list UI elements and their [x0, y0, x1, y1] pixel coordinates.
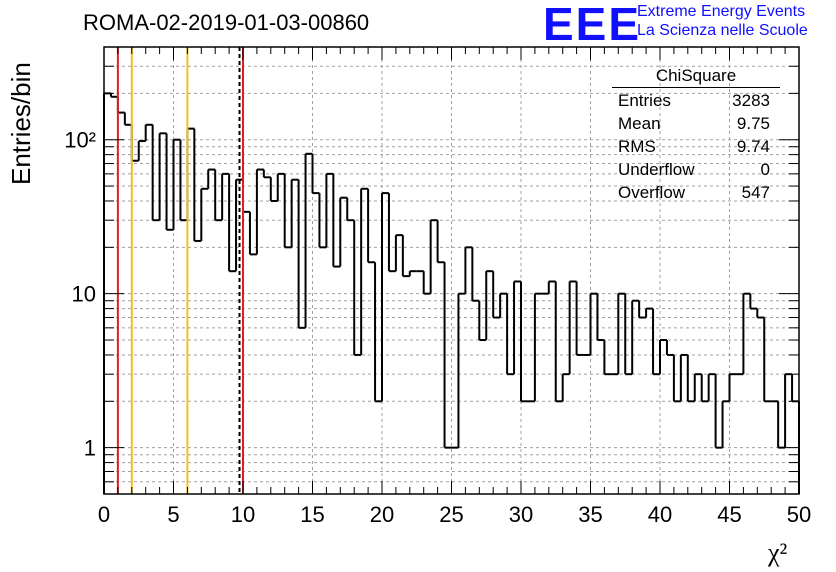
- stats-title: ChiSquare: [612, 66, 780, 88]
- tick-labels: 0 5 10 15 20 25 30 35 40 45 50 1 10 10²: [64, 128, 811, 527]
- x-tick-label: 20: [370, 502, 394, 527]
- chart-title: ROMA-02-2019-01-03-00860: [83, 10, 370, 35]
- stats-label: Entries: [618, 91, 671, 110]
- eee-logo: EEE: [543, 0, 642, 50]
- stats-label: Underflow: [618, 160, 695, 179]
- stats-row: RMS 9.74: [612, 135, 780, 158]
- stats-box: ChiSquare Entries 3283 Mean 9.75 RMS 9.7…: [612, 66, 780, 204]
- x-tick-label: 10: [231, 502, 255, 527]
- y-tick-label: 10²: [64, 128, 96, 153]
- stats-value: 3283: [732, 91, 770, 110]
- stats-value: 0: [760, 160, 770, 179]
- logo-line-2: La Scienza nelle Scuole: [637, 22, 808, 39]
- stats-row: Entries 3283: [612, 89, 780, 112]
- stats-label: RMS: [618, 137, 656, 156]
- x-tick-label: 30: [509, 502, 533, 527]
- x-tick-label: 15: [300, 502, 324, 527]
- marker-lines: [116, 47, 244, 494]
- x-axis-label: χ²: [768, 538, 788, 567]
- stats-row: Overflow 547: [612, 181, 780, 204]
- stats-label: Overflow: [618, 183, 686, 202]
- stats-row: Mean 9.75: [612, 112, 780, 135]
- stats-label: Mean: [618, 114, 661, 133]
- y-tick-label: 1: [84, 436, 96, 461]
- x-tick-label: 25: [439, 502, 463, 527]
- x-tick-label: 50: [787, 502, 811, 527]
- y-tick-label: 10: [72, 282, 96, 307]
- x-tick-label: 35: [578, 502, 602, 527]
- stats-row: Underflow 0: [612, 158, 780, 181]
- x-tick-label: 0: [98, 502, 110, 527]
- x-tick-label: 40: [648, 502, 672, 527]
- logo-line-1: Extreme Energy Events: [637, 3, 806, 20]
- axes: [103, 46, 800, 495]
- y-axis-label: Entries/bin: [6, 62, 36, 185]
- stats-value: 547: [741, 183, 770, 202]
- x-tick-label: 45: [717, 502, 741, 527]
- x-tick-label: 5: [167, 502, 179, 527]
- stats-value: 9.74: [736, 137, 770, 156]
- stats-value: 9.75: [736, 114, 770, 133]
